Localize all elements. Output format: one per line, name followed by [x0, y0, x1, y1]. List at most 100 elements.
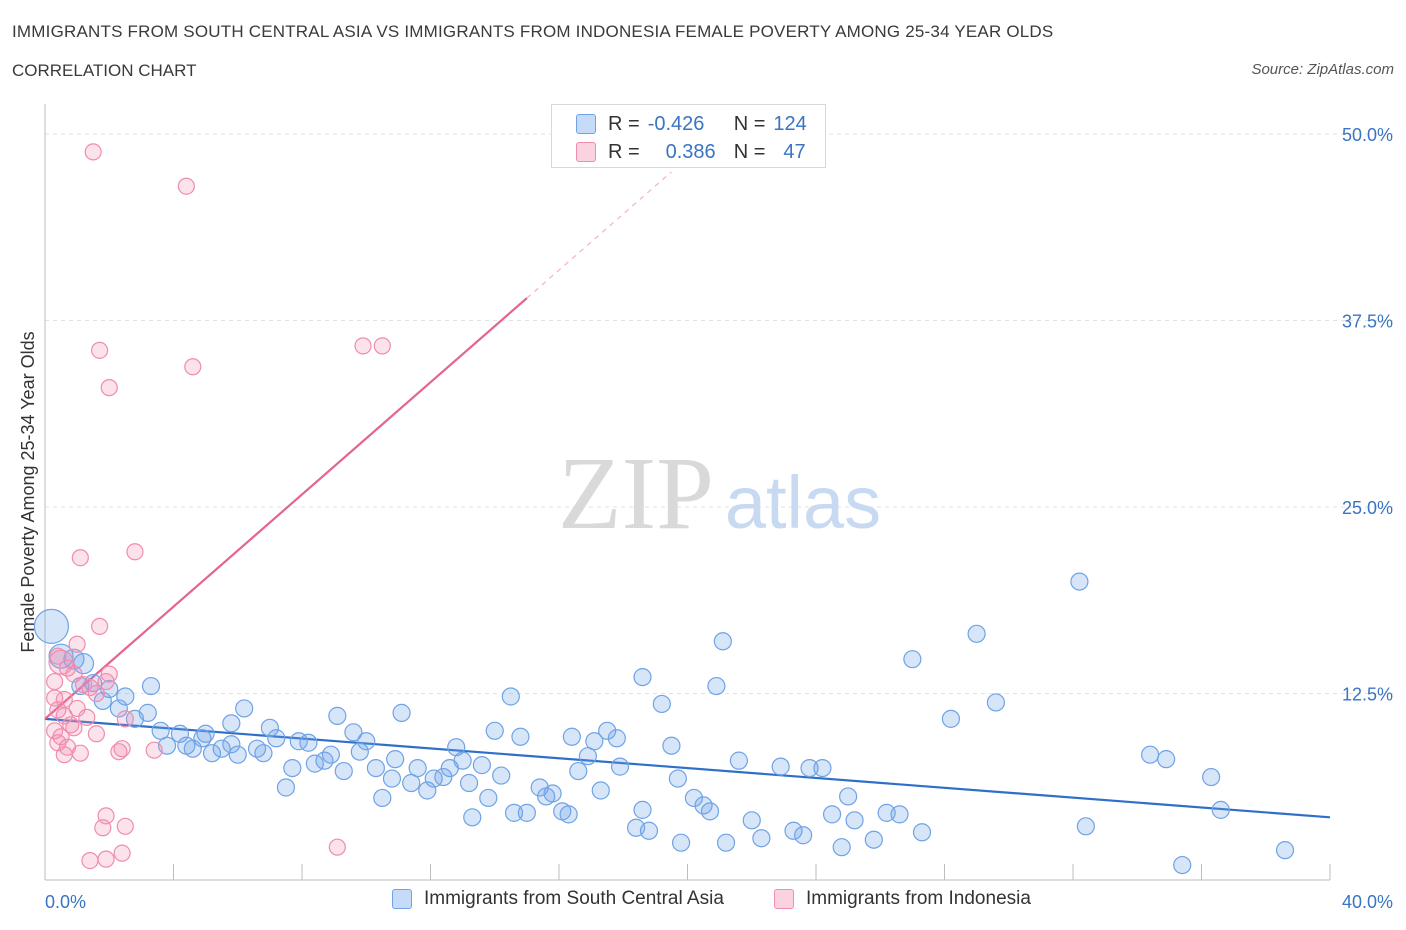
data-point-south-central-asia	[633, 800, 652, 819]
data-point-south-central-asia	[662, 736, 681, 755]
data-point-south-central-asia	[633, 667, 652, 687]
data-point-indonesia	[328, 838, 346, 856]
data-point-south-central-asia	[157, 736, 177, 755]
y-tick-label: 37.5%	[1342, 312, 1393, 332]
y-tick-label: 12.5%	[1342, 685, 1393, 705]
data-point-south-central-asia	[652, 694, 671, 714]
gridlines	[45, 133, 1395, 694]
data-point-south-central-asia	[1173, 855, 1192, 875]
data-point-south-central-asia	[501, 687, 520, 706]
data-point-south-central-asia	[559, 805, 578, 824]
data-point-south-central-asia	[813, 758, 832, 778]
data-point-south-central-asia	[386, 750, 405, 769]
data-point-indonesia	[116, 817, 134, 835]
data-point-south-central-asia	[1070, 572, 1089, 591]
stat-swatch-blue	[576, 114, 596, 134]
data-point-indonesia	[81, 852, 99, 870]
stat-swatch-pink	[576, 142, 596, 162]
data-point-south-central-asia	[382, 769, 402, 788]
data-point-south-central-asia	[845, 811, 864, 830]
data-point-south-central-asia	[585, 732, 604, 751]
data-point-south-central-asia	[684, 788, 704, 808]
trend-line-indonesia	[44, 297, 528, 720]
data-point-indonesia	[91, 341, 109, 359]
data-point-south-central-asia	[1211, 800, 1230, 819]
data-point-south-central-asia	[283, 758, 302, 778]
data-point-south-central-asia	[912, 823, 932, 842]
legend-swatch-blue	[392, 889, 412, 909]
data-point-south-central-asia	[321, 745, 341, 764]
data-point-south-central-asia	[1202, 767, 1221, 787]
data-point-south-central-asia	[267, 729, 286, 748]
data-point-south-central-asia	[742, 811, 761, 830]
chart-legend: Immigrants from South Central Asia Immig…	[0, 888, 1406, 918]
data-point-south-central-asia	[784, 821, 803, 840]
data-point-south-central-asia	[543, 784, 562, 803]
n-label: N =	[733, 112, 766, 135]
data-point-south-central-asia	[344, 723, 363, 742]
data-point-south-central-asia	[392, 703, 411, 722]
stat-row-indonesia: R = 0.386 N = 47	[576, 139, 806, 165]
data-point-indonesia	[116, 710, 134, 728]
data-point-south-central-asia	[1076, 817, 1095, 836]
data-point-south-central-asia	[591, 781, 610, 800]
data-point-south-central-asia	[141, 676, 161, 696]
data-point-south-central-asia	[202, 744, 222, 763]
x-tick-label: 40.0%	[1342, 892, 1393, 912]
watermark-atlas: atlas	[725, 461, 881, 544]
data-point-south-central-asia	[328, 706, 347, 725]
y-tick-label: 25.0%	[1342, 498, 1393, 518]
data-point-south-central-asia	[822, 805, 842, 824]
data-point-south-central-asia	[48, 643, 74, 669]
data-point-indonesia	[46, 672, 64, 691]
data-point-south-central-asia	[350, 742, 369, 761]
data-point-south-central-asia	[890, 805, 909, 824]
chart-subtitle: CORRELATION CHART	[12, 61, 197, 80]
data-point-south-central-asia	[212, 739, 231, 758]
data-point-south-central-asia	[864, 830, 883, 849]
data-point-indonesia	[94, 819, 112, 837]
data-point-south-central-asia	[235, 699, 254, 718]
legend-item-south-central-asia[interactable]: Immigrants from South Central Asia	[392, 888, 724, 910]
data-point-indonesia	[145, 741, 163, 759]
data-point-south-central-asia	[222, 735, 241, 754]
data-point-south-central-asia	[671, 833, 691, 852]
data-point-south-central-asia	[1140, 745, 1160, 764]
legend-label: Immigrants from Indonesia	[806, 888, 1031, 909]
data-point-indonesia	[354, 337, 372, 355]
data-point-south-central-asia	[196, 724, 215, 743]
r-label: R =	[608, 140, 640, 163]
data-point-south-central-asia	[479, 788, 498, 808]
data-point-south-central-asia	[222, 714, 241, 733]
data-point-south-central-asia	[569, 761, 588, 781]
data-point-south-central-asia	[771, 757, 790, 776]
data-point-south-central-asia	[366, 758, 385, 778]
r-value: -0.426	[647, 112, 705, 135]
data-point-south-central-asia	[903, 650, 922, 669]
data-point-south-central-asia	[607, 729, 626, 748]
data-point-indonesia	[48, 649, 74, 675]
data-point-south-central-asia	[713, 632, 732, 651]
data-point-south-central-asia	[839, 787, 858, 806]
legend-item-indonesia[interactable]: Immigrants from Indonesia	[774, 888, 1031, 910]
n-label: N =	[733, 140, 766, 163]
data-point-south-central-asia	[485, 721, 504, 740]
data-point-indonesia	[184, 358, 202, 376]
data-point-south-central-asia	[463, 808, 482, 827]
data-point-south-central-asia	[254, 744, 273, 763]
legend-swatch-pink	[774, 889, 794, 909]
correlation-stats-box: R = -0.426 N = 124 R = 0.386 N = 47	[551, 104, 826, 168]
data-point-indonesia	[81, 678, 99, 697]
data-point-indonesia	[373, 337, 391, 355]
watermark: ZIP atlas	[558, 436, 881, 551]
data-point-indonesia	[55, 746, 73, 764]
data-point-south-central-asia	[598, 721, 617, 740]
data-point-south-central-asia	[453, 751, 472, 770]
data-point-south-central-asia	[707, 676, 726, 696]
data-point-south-central-asia	[289, 732, 308, 751]
data-point-south-central-asia	[716, 833, 736, 852]
data-point-south-central-asia	[986, 693, 1006, 712]
data-point-indonesia	[71, 744, 89, 762]
data-point-south-central-asia	[517, 803, 536, 822]
data-point-south-central-asia	[373, 788, 392, 808]
